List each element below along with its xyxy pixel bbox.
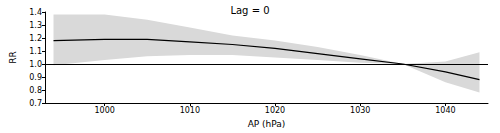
svg-text:1.1: 1.1 [29,47,42,56]
svg-text:1010: 1010 [180,106,200,115]
svg-text:1020: 1020 [265,106,285,115]
svg-text:RR: RR [8,51,18,64]
svg-text:0.8: 0.8 [29,86,42,95]
svg-text:1.2: 1.2 [29,34,42,43]
svg-text:Lag = 0: Lag = 0 [230,5,269,16]
svg-text:1.3: 1.3 [29,21,42,30]
svg-text:1000: 1000 [94,106,114,115]
svg-text:1040: 1040 [435,106,455,115]
svg-text:1030: 1030 [350,106,370,115]
svg-text:1.0: 1.0 [29,60,42,69]
svg-text:0.9: 0.9 [29,73,42,82]
svg-text:AP (hPa): AP (hPa) [248,119,286,129]
svg-text:0.7: 0.7 [29,99,42,108]
svg-text:1.4: 1.4 [29,8,42,17]
